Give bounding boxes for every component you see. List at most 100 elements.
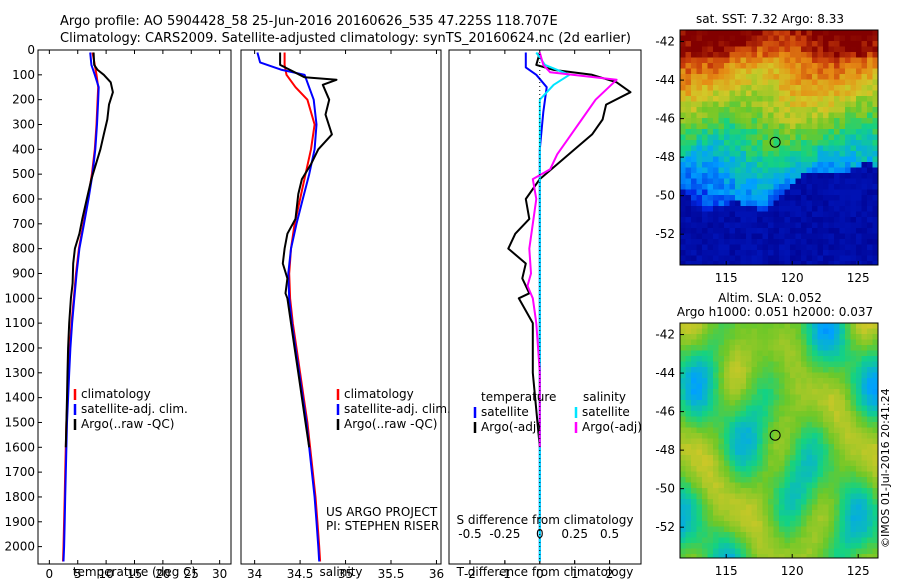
map-pixel — [740, 510, 747, 516]
map-pixel — [757, 554, 763, 558]
map-pixel — [839, 482, 846, 489]
map-pixel — [713, 222, 719, 229]
map-pixel — [867, 63, 873, 69]
map-pixel — [828, 356, 835, 362]
map-pixel — [784, 206, 791, 212]
map-pixel — [784, 334, 791, 340]
map-pixel — [707, 493, 714, 500]
map-pixel — [773, 68, 780, 75]
map-pixel — [724, 334, 730, 340]
map-pixel — [839, 433, 846, 439]
map-pixel — [823, 261, 829, 265]
map-pixel — [746, 211, 752, 218]
map-pixel — [850, 107, 857, 113]
map-pixel — [757, 228, 763, 234]
map-pixel — [790, 438, 796, 445]
map-pixel — [685, 488, 692, 494]
map-pixel — [784, 323, 791, 329]
map-pixel — [817, 477, 824, 483]
map-pixel — [801, 244, 807, 251]
map-pixel — [856, 543, 862, 549]
map-pixel — [696, 178, 703, 185]
map-pixel — [790, 350, 796, 357]
map-pixel — [735, 356, 741, 362]
map-pixel — [784, 466, 791, 472]
map-pixel — [691, 101, 697, 108]
map-pixel — [834, 460, 840, 467]
map-pixel — [746, 499, 752, 505]
map-pixel — [856, 356, 862, 362]
map-pixel — [823, 162, 829, 168]
map-pixel — [729, 416, 736, 423]
map-pixel — [790, 499, 796, 505]
map-pixel — [762, 233, 769, 240]
map-pixel — [812, 372, 818, 379]
map-pixel — [828, 350, 835, 357]
map-pixel — [779, 195, 785, 201]
map-pixel — [867, 521, 873, 527]
map-pixel — [768, 68, 774, 75]
map-pixel — [861, 167, 868, 174]
chart-differences: -2 -1 0 1 2T difference from climatology-0.5… — [448, 49, 642, 580]
map-pixel — [850, 378, 857, 384]
map-pixel — [823, 118, 829, 124]
map-pixel — [872, 488, 878, 494]
argo-location-marker — [769, 136, 781, 148]
map-pixel — [867, 101, 873, 108]
map-pixel — [757, 416, 763, 423]
map-pixel — [779, 134, 785, 141]
map-pixel — [713, 416, 719, 423]
map-pixel — [773, 493, 780, 500]
map-pixel — [757, 389, 763, 395]
map-pixel — [806, 41, 813, 47]
map-pixel — [729, 328, 736, 335]
map-pixel — [740, 466, 747, 472]
map-pixel — [707, 361, 714, 368]
map-pixel — [768, 255, 774, 262]
map-pixel — [696, 79, 703, 86]
map-pixel — [850, 460, 857, 467]
map-pixel — [768, 178, 774, 185]
map-pixel — [680, 162, 686, 168]
map-pixel — [834, 521, 840, 527]
map-pixel — [707, 378, 714, 384]
map-pixel — [773, 261, 780, 265]
map-pixel — [768, 79, 774, 86]
map-pixel — [817, 389, 824, 395]
map-pixel — [812, 471, 818, 478]
map-pixel — [850, 477, 857, 483]
map-pixel — [856, 107, 862, 113]
map-pixel — [806, 140, 813, 146]
map-pixel — [680, 433, 686, 439]
map-pixel — [724, 405, 730, 412]
map-pixel — [845, 537, 851, 544]
map-pixel — [790, 200, 796, 207]
map-pixel — [806, 189, 813, 196]
map-pixel — [696, 46, 703, 53]
map-pixel — [702, 515, 708, 522]
map-pixel — [823, 101, 829, 108]
map-pixel — [685, 515, 692, 522]
map-pixel — [702, 361, 708, 368]
map-pixel — [795, 189, 802, 196]
map-pixel — [746, 118, 752, 124]
map-pixel — [861, 548, 868, 555]
map-pixel — [795, 85, 802, 91]
map-pixel — [740, 184, 747, 190]
map-pixel — [713, 118, 719, 124]
map-pixel — [751, 455, 758, 461]
map-pixel — [845, 239, 851, 245]
map-pixel — [735, 30, 741, 36]
map-pixel — [768, 184, 774, 190]
map-pixel — [724, 30, 730, 36]
map-pixel — [713, 134, 719, 141]
map-pixel — [713, 471, 719, 478]
map-pixel — [702, 345, 708, 351]
map-pixel — [773, 189, 780, 196]
map-pixel — [850, 250, 857, 256]
map-pixel — [817, 233, 824, 240]
map-pixel — [729, 107, 736, 113]
map-pixel — [773, 438, 780, 445]
map-pixel — [850, 184, 857, 190]
map-pixel — [685, 482, 692, 489]
